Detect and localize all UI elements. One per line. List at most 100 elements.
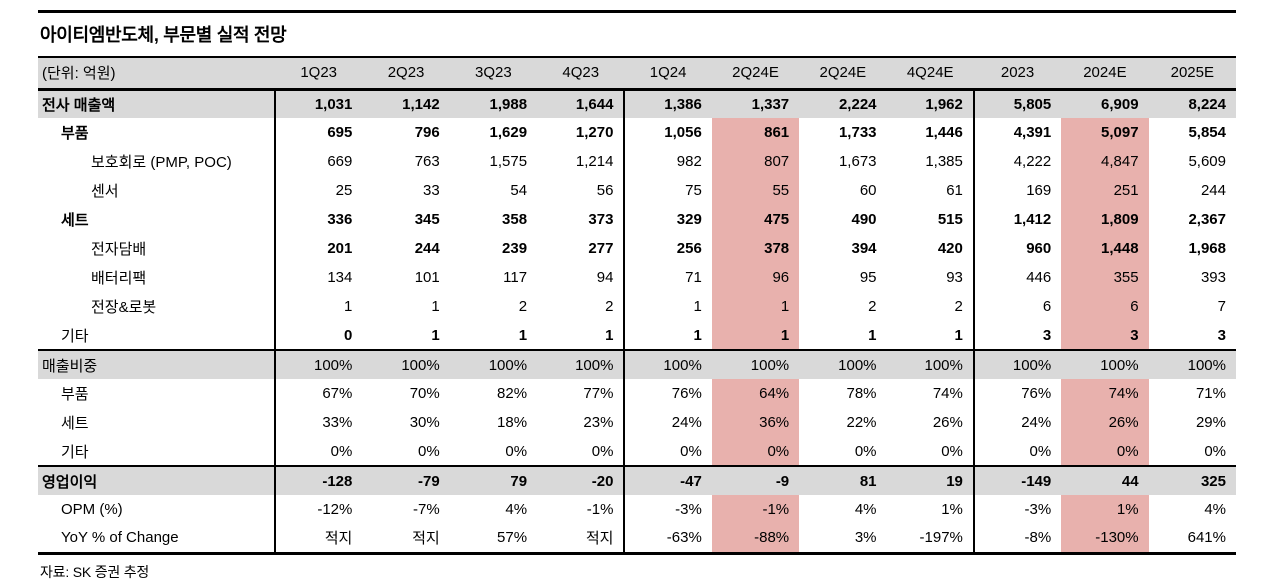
table-row: 센서 25 33 54 56 75 55 60 61 169 251 244 xyxy=(38,176,1236,205)
data-cell: -79 xyxy=(362,466,450,495)
data-cell: 81 xyxy=(799,466,887,495)
data-cell: 71 xyxy=(685,269,702,286)
data-cell: 2,367 xyxy=(1188,211,1226,228)
data-cell: 6 xyxy=(1042,298,1052,315)
data-cell: 1 xyxy=(431,298,440,315)
table-row: 기타 0% 0% 0% 0% 0% 0% 0% 0% 0% 0% 0% xyxy=(38,437,1236,466)
data-cell: 420 xyxy=(886,234,975,263)
table-row: YoY % of Change 적지 적지 57% 적지 -63% -88% 3% -197% -… xyxy=(38,524,1236,553)
data-cell: 24% xyxy=(1021,414,1052,431)
table-row: 전자담배 201 244 239 277 256 378 394 420 960 1,448 1,96… xyxy=(38,234,1236,263)
column-header: 2024E xyxy=(1061,58,1149,91)
table-row: 부품 695 796 1,629 1,270 1,056 861 1,733 1,446 4,39… xyxy=(38,118,1236,147)
row-label: 전사 매출액 xyxy=(38,89,276,118)
data-cell: -8% xyxy=(1024,529,1052,547)
column-header: 3Q23 xyxy=(449,58,538,91)
data-cell: 100% xyxy=(973,350,1062,379)
data-cell: -88% xyxy=(711,524,800,553)
data-cell: 2 xyxy=(537,292,626,321)
data-cell: -12% xyxy=(317,501,353,518)
row-label: YoY % of Change xyxy=(38,524,276,553)
row-label: 전자담배 xyxy=(38,234,276,263)
data-cell: -63% xyxy=(666,529,702,547)
data-cell: -3% xyxy=(675,501,702,518)
data-cell: 1,673 xyxy=(838,153,877,170)
data-cell: 60 xyxy=(859,182,877,199)
row-label: 부품 xyxy=(38,379,276,408)
data-cell: 1,809 xyxy=(1061,205,1149,234)
table-row: OPM (%) -12% -7% 4% -1% -3% -1% 4% 1% -3% 1% 4% xyxy=(38,495,1236,524)
data-cell: 100% xyxy=(1148,350,1236,379)
data-cell: 6 xyxy=(1061,292,1149,321)
data-cell: 26% xyxy=(1061,408,1149,437)
data-cell: 244 xyxy=(1200,182,1226,199)
data-cell: 23% xyxy=(537,408,626,437)
data-cell: 0% xyxy=(1061,437,1149,466)
data-cell: 1 xyxy=(693,298,702,315)
row-label: 매출비중 xyxy=(38,350,276,379)
data-cell: 336 xyxy=(327,211,353,228)
data-cell: 475 xyxy=(711,205,800,234)
data-cell: 101 xyxy=(414,269,440,286)
data-cell: 100% xyxy=(362,350,450,379)
data-cell: 18% xyxy=(497,414,528,431)
table-row: 세트 33% 30% 18% 23% 24% 36% 22% 26% 24% 26% 29% xyxy=(38,408,1236,437)
data-cell: 1% xyxy=(886,495,975,524)
data-cell: 3 xyxy=(1042,326,1052,344)
data-cell: 1 xyxy=(431,326,440,344)
data-cell: 355 xyxy=(1061,263,1149,292)
data-cell: 1,575 xyxy=(489,153,528,170)
data-cell: 1,629 xyxy=(489,124,528,141)
data-cell: 256 xyxy=(676,240,702,257)
report-title: 아이티엠반도체, 부문별 실적 전망 xyxy=(38,10,1236,58)
data-cell: 4% xyxy=(854,501,877,518)
data-cell: 78% xyxy=(846,385,877,402)
data-cell: 1,386 xyxy=(624,89,712,118)
data-cell: 100% xyxy=(449,350,538,379)
data-cell: 적지 xyxy=(324,530,353,548)
data-cell: 1,446 xyxy=(886,118,975,147)
data-cell: 0% xyxy=(854,442,877,460)
row-label: OPM (%) xyxy=(38,495,276,524)
column-header: 2023 xyxy=(973,58,1062,91)
data-cell: 515 xyxy=(886,205,975,234)
data-cell: 1,644 xyxy=(537,89,626,118)
data-cell: 134 xyxy=(327,269,353,286)
data-cell: 394 xyxy=(851,240,877,257)
column-header: 2Q24E xyxy=(799,58,887,91)
data-cell: 55 xyxy=(711,176,800,205)
data-cell: 1 xyxy=(344,298,353,315)
data-cell: -47 xyxy=(624,466,712,495)
data-cell: 0 xyxy=(344,326,353,344)
data-cell: 4,222 xyxy=(1013,153,1052,170)
data-cell: 100% xyxy=(537,350,626,379)
data-cell: 100% xyxy=(275,350,363,379)
data-cell: 100% xyxy=(624,350,712,379)
data-cell: 1,448 xyxy=(1061,234,1149,263)
data-cell: -128 xyxy=(275,466,363,495)
column-header: 4Q24E xyxy=(886,58,974,91)
data-cell: 796 xyxy=(414,124,440,141)
data-cell: 358 xyxy=(502,211,528,228)
data-cell: 201 xyxy=(327,240,353,257)
data-cell: -197% xyxy=(886,524,975,553)
data-cell: 490 xyxy=(851,211,877,228)
data-cell: 67% xyxy=(322,385,353,402)
data-cell: 30% xyxy=(409,414,440,431)
column-header: 2025E xyxy=(1148,58,1236,91)
data-cell: 29% xyxy=(1195,414,1226,431)
data-cell: 3 xyxy=(1217,326,1226,344)
table-header: (단위: 억원) 1Q23 2Q23 3Q23 4Q23 1Q24 2Q24E 2Q24E 4… xyxy=(38,58,1236,91)
data-cell: 24% xyxy=(671,414,702,431)
table-section-revenue: 전사 매출액 1,031 1,142 1,988 1,644 1,386 1,337 2,22… xyxy=(38,89,1236,350)
data-cell: -7% xyxy=(413,501,440,518)
data-cell: 22% xyxy=(846,414,877,431)
data-cell: 74% xyxy=(886,379,975,408)
table-row: 전장&로봇 1 1 2 2 1 1 2 2 6 6 7 xyxy=(38,292,1236,321)
data-cell: 1,031 xyxy=(275,89,363,118)
data-cell: -130% xyxy=(1061,524,1149,553)
data-cell: 0% xyxy=(711,437,800,466)
data-cell: 0% xyxy=(537,437,626,466)
data-cell: 5,609 xyxy=(1188,153,1226,170)
data-cell: 71% xyxy=(1195,385,1226,402)
